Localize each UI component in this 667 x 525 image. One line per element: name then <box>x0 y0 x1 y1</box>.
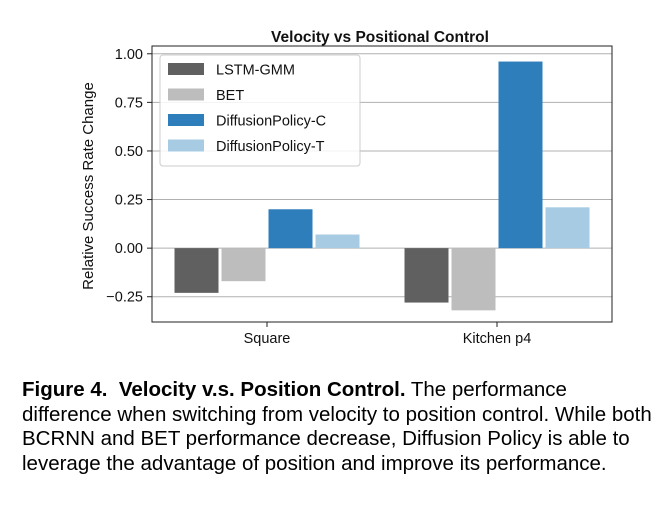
y-tick-label: 0.00 <box>115 241 143 257</box>
axis-ticks: −0.25 0.00 0.25 0.50 0.75 1.00 Square Kitchen p… <box>106 47 531 347</box>
legend-label: BET <box>216 88 244 104</box>
legend-label: LSTM-GMM <box>216 63 295 79</box>
bar-diffusionpolicy-c-square <box>268 209 313 249</box>
bars <box>174 61 590 311</box>
legend-swatch <box>168 63 204 75</box>
x-tick-label: Kitchen p4 <box>463 331 532 347</box>
x-tick-label: Square <box>244 331 291 347</box>
caption-text: The performance difference when switchin… <box>22 378 652 475</box>
y-tick-label: 0.25 <box>115 193 143 209</box>
legend-box <box>159 54 361 167</box>
caption-title: Velocity v.s. Position Control. <box>118 378 406 401</box>
y-axis-label: Relative Success Rate Change <box>80 82 97 290</box>
bar-diffusionpolicy-t-square <box>315 234 360 249</box>
y-tick-label: 1.00 <box>115 47 143 63</box>
caption-label: Figure 4. <box>22 378 108 401</box>
legend: LSTM-GMM BET DiffusionPolicy-C DiffusionPol… <box>159 54 361 167</box>
bar-lstm-gmm-square <box>174 248 219 293</box>
legend-label: DiffusionPolicy-C <box>216 114 326 130</box>
bar-bet-square <box>221 248 266 282</box>
bar-diffusionpolicy-c-kitchen-p4 <box>498 61 543 249</box>
figure-caption: Figure 4. Velocity v.s. Position Control… <box>22 378 662 476</box>
legend-label: DiffusionPolicy-T <box>216 139 325 155</box>
y-tick-label: 0.50 <box>115 144 143 160</box>
y-tick-label: −0.25 <box>106 290 143 306</box>
y-tick-label: 0.75 <box>115 95 143 111</box>
chart-figure: −0.25 0.00 0.25 0.50 0.75 1.00 Square Kitchen p… <box>80 29 613 347</box>
bar-lstm-gmm-kitchen-p4 <box>404 248 449 303</box>
bar-diffusionpolicy-t-kitchen-p4 <box>545 207 590 249</box>
plot-frame <box>151 45 613 323</box>
legend-swatch <box>168 88 204 101</box>
bar-bet-kitchen-p4 <box>451 248 496 311</box>
legend-swatch <box>168 114 204 126</box>
legend-swatch <box>168 139 204 152</box>
chart-title: Velocity vs Positional Control <box>271 29 489 46</box>
